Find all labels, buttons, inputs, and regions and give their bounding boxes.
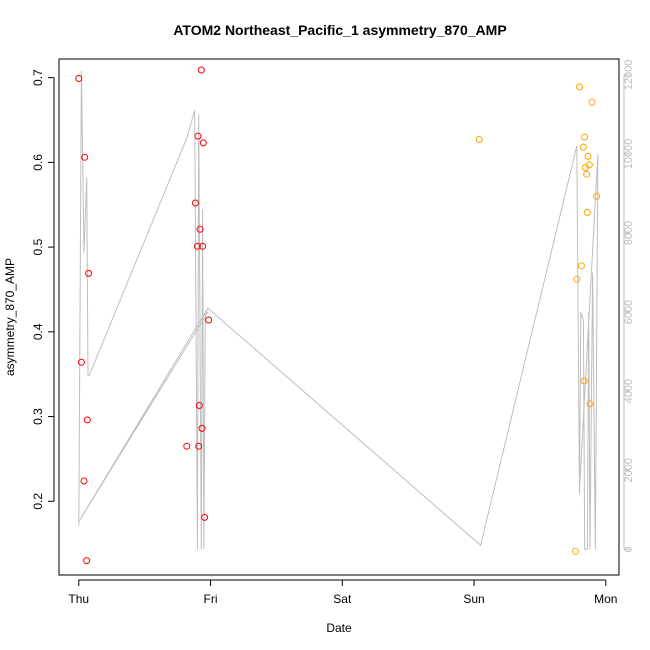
y2-tick-label: 12000: [623, 60, 635, 91]
data-point: [586, 400, 594, 408]
data-point: [593, 192, 601, 200]
line-layer: [78, 70, 599, 550]
y2-tick-label: 2000: [623, 458, 635, 482]
secondary-y-axis: 0 2000 4000 6000 8000 10000 12000: [623, 60, 635, 553]
y2-tick-label: 0: [623, 546, 635, 552]
y2-tick-label: 10000: [623, 139, 635, 170]
data-point: [588, 98, 596, 106]
data-point: [183, 442, 191, 450]
y-tick-label: 0.5: [31, 238, 45, 255]
data-point: [195, 402, 203, 409]
data-point: [199, 139, 207, 147]
data-point: [83, 557, 91, 565]
data-point: [77, 358, 85, 366]
data-point: [195, 442, 203, 450]
data-point: [75, 75, 83, 82]
data-point: [576, 83, 583, 91]
data-point: [584, 152, 592, 160]
data-point: [581, 133, 589, 141]
x-axis: Thu Fri Sat Sun Mon: [68, 579, 617, 606]
y-tick-label: 0.2: [31, 493, 45, 510]
x-tick-label: Sat: [333, 592, 352, 606]
data-point: [205, 316, 213, 324]
plot-frame: [58, 58, 620, 576]
x-tick-label: Thu: [68, 592, 89, 606]
x-tick-label: Sun: [463, 592, 484, 606]
data-point: [199, 242, 207, 250]
data-point: [197, 66, 205, 74]
y-tick-label: 0.6: [31, 154, 45, 171]
data-point: [572, 547, 579, 555]
data-point: [191, 199, 199, 207]
data-point: [198, 424, 206, 432]
data-point: [80, 477, 88, 485]
chart-title: ATOM2 Northeast_Pacific_1 asymmetry_870_…: [173, 22, 506, 38]
data-point: [583, 208, 591, 216]
data-point: [475, 136, 483, 143]
data-point: [196, 225, 204, 233]
y-axis-label: asymmetry_870_AMP: [3, 258, 17, 376]
data-point: [585, 161, 593, 169]
y-tick-label: 0.4: [31, 323, 45, 340]
data-point: [85, 269, 93, 277]
y-tick-label: 0.3: [31, 408, 45, 425]
data-point: [573, 275, 581, 283]
x-tick-label: Fri: [204, 592, 218, 606]
x-axis-label: Date: [326, 621, 352, 635]
data-point: [577, 262, 585, 270]
data-point: [193, 242, 201, 250]
y2-tick-label: 6000: [623, 300, 635, 324]
data-point: [579, 143, 587, 151]
data-point: [194, 132, 202, 140]
data-point: [201, 513, 209, 521]
data-point: [580, 377, 588, 385]
data-point: [81, 153, 89, 161]
data-point: [583, 170, 591, 178]
series-line: [78, 70, 599, 550]
data-point: [83, 416, 91, 424]
y-tick-label: 0.7: [31, 69, 45, 86]
y-axis: 0.2 0.3 0.4 0.5 0.6 0.7: [31, 69, 55, 510]
y2-tick-label: 8000: [623, 221, 635, 245]
y2-tick-label: 4000: [623, 379, 635, 403]
x-tick-label: Mon: [594, 592, 617, 606]
points-layer: [75, 66, 601, 565]
